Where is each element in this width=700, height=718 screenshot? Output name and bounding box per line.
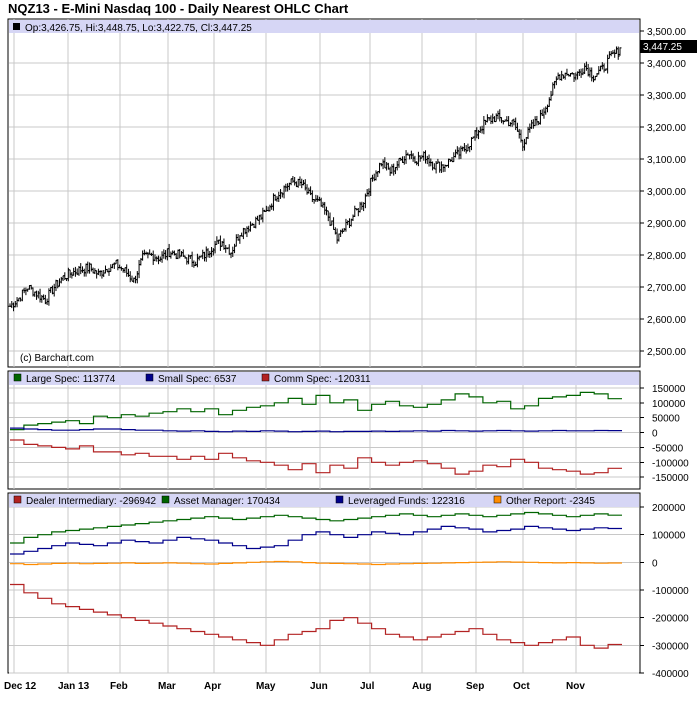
ohlc-bar	[616, 46, 620, 60]
legend-swatch	[13, 495, 22, 504]
x-tick-label: Nov	[566, 681, 585, 692]
y-tick-label: 2,800.00	[647, 251, 686, 262]
y-tick-label: 3,300.00	[647, 91, 686, 102]
legend-swatch	[13, 373, 22, 382]
legend-label: Small Spec: 6537	[158, 374, 237, 385]
cot-legacy-y-axis: 150000 100000 50000 0 -50000 -100000 -150000	[640, 384, 689, 484]
y-tick-label: 3,100.00	[647, 155, 686, 166]
y-tick-label: -200000	[652, 614, 689, 625]
legend-swatch	[261, 373, 270, 382]
price-y-axis: 3,500.00 3,400.00 3,300.00 3,200.00 3,100.00…	[640, 27, 686, 358]
y-tick-label: 200000	[652, 503, 686, 514]
legend-label: Large Spec: 113774	[26, 374, 116, 385]
y-tick-label: 3,400.00	[647, 59, 686, 70]
legend-swatch	[493, 495, 502, 504]
legend-swatch	[145, 373, 154, 382]
y-tick-label: 3,200.00	[647, 123, 686, 134]
y-tick-label: 2,900.00	[647, 219, 686, 230]
x-tick-label: Apr	[204, 681, 221, 692]
y-tick-label: -100000	[652, 458, 689, 469]
legend-label: Other Report: -2345	[506, 496, 595, 507]
series-line	[10, 560, 622, 566]
x-tick-label: Aug	[412, 681, 431, 692]
price-panel: Op:3,426.75, Hi:3,448.75, Lo:3,422.75, C…	[7, 18, 697, 368]
x-tick-label: Mar	[158, 681, 176, 692]
x-tick-label: Dec 12	[4, 681, 37, 692]
series-line	[10, 391, 622, 431]
series-line	[10, 511, 622, 544]
legend-label: Asset Manager: 170434	[174, 496, 281, 507]
last-price-badge	[640, 40, 697, 53]
ohlc-bars	[8, 46, 622, 312]
y-tick-label: -100000	[652, 586, 689, 597]
cot-legacy-frame	[7, 370, 641, 490]
price-frame	[7, 18, 641, 368]
x-tick-label: Jul	[360, 681, 375, 692]
y-tick-label: 100000	[652, 531, 686, 542]
series-line	[10, 583, 622, 649]
x-tick-label: Sep	[466, 681, 484, 692]
y-tick-label: 2,600.00	[647, 315, 686, 326]
last-price-label: 3,447.25	[643, 42, 682, 53]
legend-label: Leveraged Funds: 122316	[348, 496, 465, 507]
price-legend-band	[9, 20, 639, 33]
cot-legacy-lines	[10, 391, 622, 475]
y-tick-label: -150000	[652, 473, 689, 484]
cot-legacy-legend: Large Spec: 113774 Small Spec: 6537 Comm S…	[13, 373, 371, 385]
legend-swatch	[161, 495, 170, 504]
legend-swatch	[335, 495, 344, 504]
price-legend-text: Op:3,426.75, Hi:3,448.75, Lo:3,422.75, C…	[25, 23, 252, 34]
cot-disagg-lines	[10, 511, 622, 649]
y-tick-label: -50000	[652, 443, 684, 454]
series-line	[10, 525, 622, 555]
ohlc-bar	[618, 47, 622, 56]
y-tick-label: 3,000.00	[647, 187, 686, 198]
series-line	[10, 427, 622, 433]
cot-legacy-panel: Large Spec: 113774 Small Spec: 6537 Comm S…	[7, 370, 689, 490]
cot-disagg-y-axis: 200000 100000 0 -100000 -200000 -300000 -40000…	[640, 503, 689, 680]
y-tick-label: -400000	[652, 669, 689, 680]
x-tick-label: Oct	[513, 681, 530, 692]
cot-disagg-legend: Dealer Intermediary: -296942 Asset Manage…	[13, 495, 595, 507]
x-tick-label: Feb	[110, 681, 128, 692]
y-tick-label: 0	[652, 429, 658, 440]
chart-title: NQZ13 - E-Mini Nasdaq 100 - Daily Neares…	[8, 1, 349, 16]
y-tick-label: 50000	[652, 414, 680, 425]
y-tick-label: 3,500.00	[647, 27, 686, 38]
y-tick-label: 150000	[652, 384, 686, 395]
y-tick-label: 2,700.00	[647, 283, 686, 294]
watermark: (c) Barchart.com	[20, 353, 94, 364]
cot-disagg-frame	[7, 492, 641, 674]
legend-label: Dealer Intermediary: -296942	[26, 496, 157, 507]
y-tick-label: 100000	[652, 399, 686, 410]
y-tick-label: 0	[652, 558, 658, 569]
series-line	[10, 439, 622, 475]
cot-legacy-grid	[9, 385, 639, 489]
cot-legacy-legend-band	[9, 372, 639, 385]
x-tick-label: Jan 13	[58, 681, 90, 692]
y-tick-label: 2,500.00	[647, 347, 686, 358]
cot-disaggregated-panel: Dealer Intermediary: -296942 Asset Manage…	[7, 492, 689, 680]
x-tick-label: May	[256, 681, 276, 692]
y-tick-label: -300000	[652, 641, 689, 652]
x-tick-label: Jun	[310, 681, 328, 692]
x-axis: Dec 12 Jan 13 Feb Mar Apr May Jun Jul Aug Sep Oct N…	[4, 681, 585, 692]
price-legend-swatch	[13, 23, 20, 30]
legend-label: Comm Spec: -120311	[274, 374, 371, 385]
